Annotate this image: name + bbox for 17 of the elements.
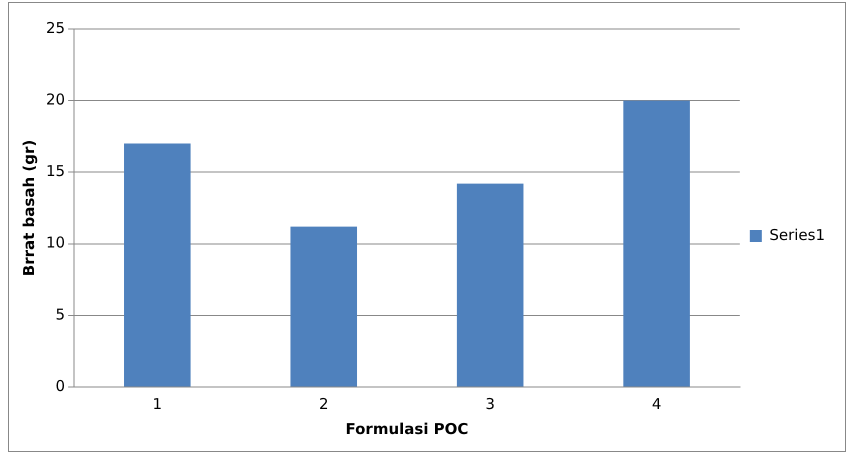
x-tick-label: 4 [652, 394, 662, 413]
x-tick-label: 3 [485, 394, 495, 413]
bar [623, 100, 690, 386]
y-tick-label: 5 [56, 305, 66, 324]
x-tick-label: 1 [152, 394, 162, 413]
x-tick-label: 2 [318, 394, 329, 413]
y-tick-label: 10 [46, 234, 66, 252]
bar [456, 184, 524, 386]
y-tick-label: 20 [46, 90, 66, 108]
y-axis-title: Brrat basah (gr) [20, 140, 38, 276]
legend-label: Series1 [769, 226, 825, 244]
y-tick-label: 15 [46, 162, 66, 180]
x-axis-title: Formulasi POC [345, 420, 468, 438]
bar [290, 226, 358, 386]
y-tick-label: 25 [46, 18, 66, 37]
bar [124, 144, 191, 386]
y-tick-label: 0 [56, 376, 66, 395]
